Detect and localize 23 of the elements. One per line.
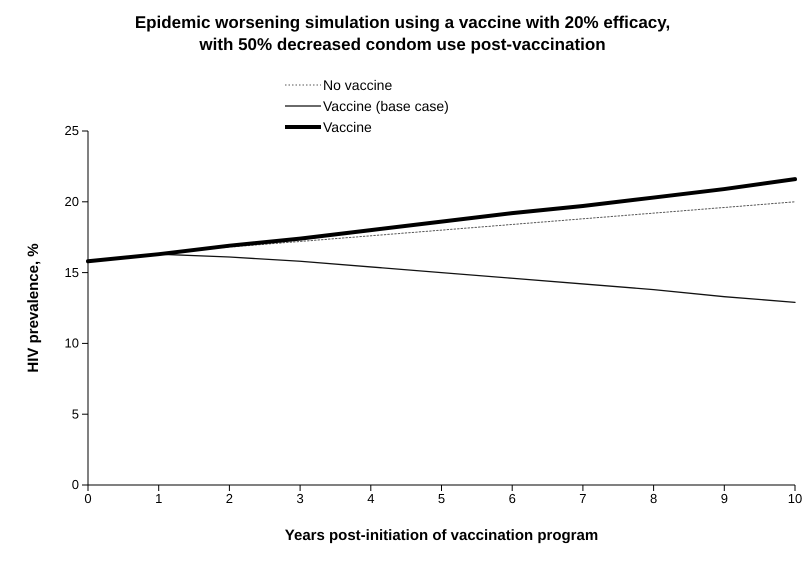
legend-label: Vaccine [323, 118, 372, 135]
y-tick-label: 5 [72, 406, 79, 422]
legend-label: No vaccine [323, 76, 392, 93]
x-tick-label: 0 [84, 491, 92, 506]
x-tick-label: 2 [226, 491, 234, 506]
y-tick-label: 0 [72, 477, 79, 492]
y-tick-label: 15 [64, 264, 79, 280]
x-tick-label: 5 [438, 491, 446, 506]
chart-title: Epidemic worsening simulation using a vaccine with 20% efficacy, with 50% decreased condom use post-vaccination [134, 13, 670, 54]
x-tick-label: 8 [650, 491, 658, 506]
x-axis-title: Years post-initiation of vaccination program [284, 527, 598, 544]
x-tick-label: 6 [508, 491, 516, 506]
y-tick-label: 20 [64, 194, 79, 209]
y-tick-label: 25 [64, 123, 79, 138]
x-tick-label: 3 [296, 491, 304, 506]
y-tick-label: 10 [64, 336, 79, 351]
y-axis-title: HIV prevalence, % [25, 243, 42, 373]
x-tick-label: 9 [720, 491, 728, 506]
x-tick-label: 1 [155, 491, 162, 506]
x-tick-label: 7 [579, 491, 587, 506]
x-tick-label: 4 [367, 491, 374, 506]
legend-label: Vaccine (base case) [323, 98, 449, 114]
x-tick-label: 10 [788, 491, 802, 506]
